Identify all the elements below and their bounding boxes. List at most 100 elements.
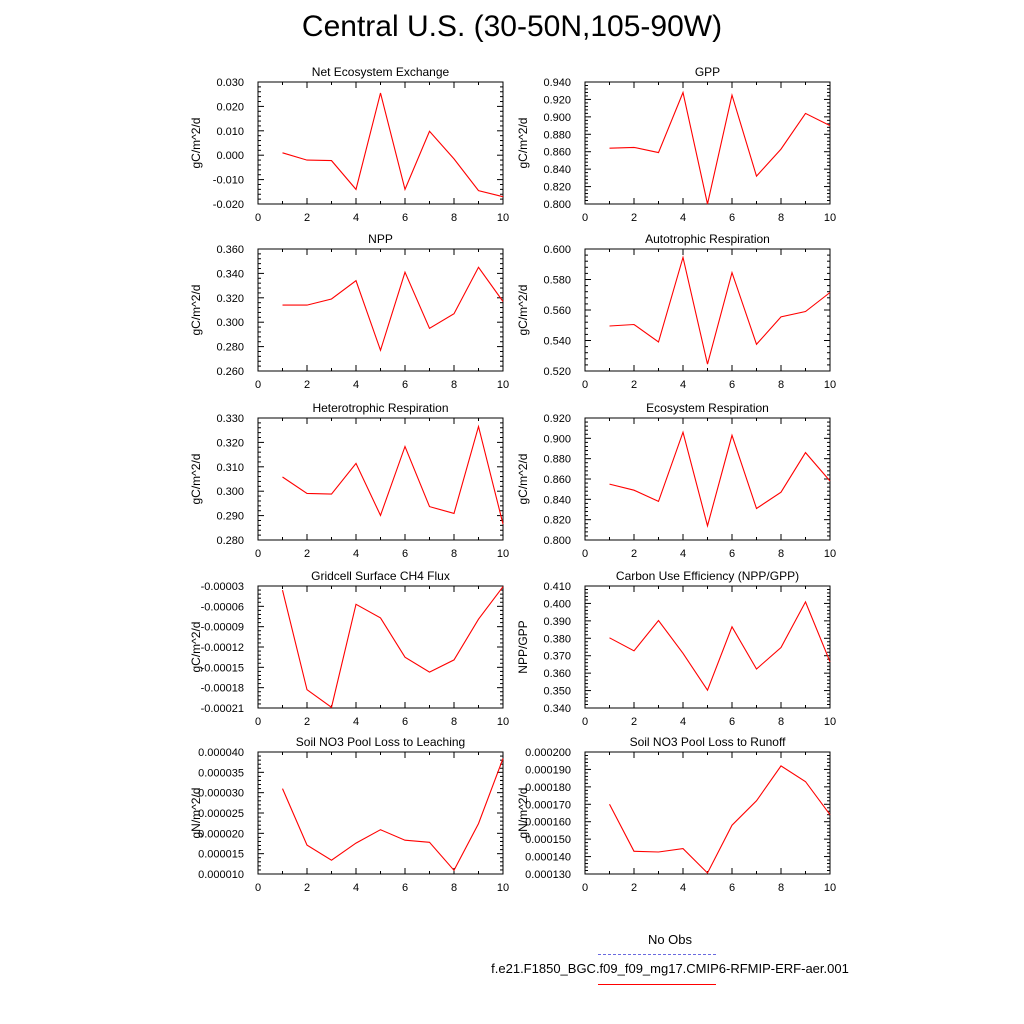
y-tick-label: 0.010 bbox=[216, 126, 244, 138]
series-line bbox=[282, 92, 504, 198]
y-tick-label: 0.840 bbox=[543, 164, 571, 176]
y-tick-label: 0.300 bbox=[216, 486, 244, 498]
x-tick-label: 8 bbox=[778, 882, 784, 894]
y-tick-label: 0.600 bbox=[543, 244, 571, 256]
legend-model-label: f.e21.F1850_BGC.f09_f09_mg17.CMIP6-RFMIP… bbox=[491, 961, 849, 976]
plot-frame bbox=[584, 248, 831, 372]
y-tick-label: 0.030 bbox=[216, 77, 244, 89]
x-tick-label: 4 bbox=[353, 716, 359, 728]
y-tick-label: -0.00006 bbox=[201, 601, 244, 613]
x-tick-label: 10 bbox=[824, 212, 836, 224]
x-tick-label: 0 bbox=[582, 716, 588, 728]
x-tick-label: 6 bbox=[402, 212, 408, 224]
y-tick-label: 0.000 bbox=[216, 150, 244, 162]
y-tick-label: 0.000010 bbox=[198, 869, 244, 881]
x-tick-label: 10 bbox=[497, 716, 509, 728]
plot-frame bbox=[257, 417, 504, 541]
x-tick-label: 4 bbox=[680, 716, 686, 728]
y-tick-label: 0.350 bbox=[543, 686, 571, 698]
x-tick-label: 4 bbox=[680, 212, 686, 224]
plot-frame bbox=[584, 81, 831, 205]
y-tick-label: 0.000150 bbox=[525, 834, 571, 846]
y-tick-label: 0.860 bbox=[543, 147, 571, 159]
x-tick-label: 2 bbox=[631, 882, 637, 894]
x-tick-label: 6 bbox=[402, 379, 408, 391]
y-tick-label: 0.000020 bbox=[198, 828, 244, 840]
y-tick-label: -0.00009 bbox=[201, 622, 244, 634]
y-tick-label: 0.520 bbox=[543, 366, 571, 378]
y-tick-label: 0.000035 bbox=[198, 767, 244, 779]
x-tick-label: 0 bbox=[582, 212, 588, 224]
y-tick-label: 0.820 bbox=[543, 515, 571, 527]
x-tick-label: 6 bbox=[402, 548, 408, 560]
x-tick-label: 8 bbox=[451, 716, 457, 728]
x-tick-label: 10 bbox=[497, 882, 509, 894]
panel-title: Heterotrophic Respiration bbox=[312, 401, 448, 415]
y-tick-label: 0.280 bbox=[216, 535, 244, 547]
y-tick-label: 0.360 bbox=[543, 668, 571, 680]
plot-frame bbox=[257, 751, 504, 875]
y-tick-label: 0.320 bbox=[216, 293, 244, 305]
y-tick-label: 0.840 bbox=[543, 494, 571, 506]
y-tick-label: 0.300 bbox=[216, 317, 244, 329]
y-tick-label: 0.000130 bbox=[525, 869, 571, 881]
y-tick-label: -0.00021 bbox=[201, 703, 244, 715]
x-tick-label: 2 bbox=[631, 379, 637, 391]
y-tick-label: 0.390 bbox=[543, 616, 571, 628]
y-tick-label: 0.280 bbox=[216, 342, 244, 354]
y-axis-label: gN/m^2/d bbox=[516, 788, 530, 839]
x-tick-label: 4 bbox=[680, 882, 686, 894]
plot-frame bbox=[584, 417, 831, 541]
x-tick-label: 2 bbox=[631, 716, 637, 728]
x-tick-label: 0 bbox=[582, 548, 588, 560]
x-tick-label: 2 bbox=[304, 548, 310, 560]
y-tick-label: 0.000140 bbox=[525, 852, 571, 864]
x-tick-label: 10 bbox=[824, 379, 836, 391]
y-tick-label: 0.330 bbox=[216, 413, 244, 425]
y-tick-label: 0.800 bbox=[543, 199, 571, 211]
series-line bbox=[282, 424, 504, 525]
y-axis-label: gC/m^2/d bbox=[516, 454, 530, 505]
plot-frame bbox=[257, 81, 504, 205]
x-tick-label: 2 bbox=[304, 212, 310, 224]
x-tick-label: 8 bbox=[778, 379, 784, 391]
y-tick-label: 0.290 bbox=[216, 511, 244, 523]
x-tick-label: 8 bbox=[778, 716, 784, 728]
x-tick-label: 2 bbox=[631, 212, 637, 224]
panel-title: Soil NO3 Pool Loss to Runoff bbox=[630, 735, 787, 749]
x-tick-label: 0 bbox=[255, 716, 261, 728]
y-tick-label: 0.000190 bbox=[525, 764, 571, 776]
y-tick-label: 0.000180 bbox=[525, 782, 571, 794]
series-line bbox=[281, 758, 504, 872]
y-tick-label: 0.370 bbox=[543, 651, 571, 663]
y-tick-label: 0.580 bbox=[543, 275, 571, 287]
x-tick-label: 4 bbox=[680, 548, 686, 560]
y-tick-label: 0.380 bbox=[543, 633, 571, 645]
y-axis-label: gC/m^2/d bbox=[189, 454, 203, 505]
x-tick-label: 10 bbox=[497, 379, 509, 391]
x-tick-label: 8 bbox=[451, 212, 457, 224]
x-tick-label: 4 bbox=[353, 548, 359, 560]
y-tick-label: 0.260 bbox=[216, 366, 244, 378]
x-tick-label: 6 bbox=[729, 212, 735, 224]
legend-model-line bbox=[598, 984, 716, 985]
x-tick-label: 0 bbox=[255, 548, 261, 560]
y-tick-label: 0.880 bbox=[543, 129, 571, 141]
x-tick-label: 0 bbox=[255, 379, 261, 391]
y-tick-label: -0.00012 bbox=[201, 642, 244, 654]
y-tick-label: 0.320 bbox=[216, 437, 244, 449]
series-line bbox=[609, 255, 831, 365]
panel-title: GPP bbox=[695, 65, 720, 79]
y-tick-label: 0.340 bbox=[216, 268, 244, 280]
series-line bbox=[282, 266, 504, 353]
legend-obs-line bbox=[598, 954, 716, 955]
x-tick-label: 8 bbox=[451, 379, 457, 391]
x-tick-label: 0 bbox=[582, 379, 588, 391]
y-axis-label: gN/m^2/d bbox=[189, 788, 203, 839]
x-tick-label: 8 bbox=[778, 212, 784, 224]
y-tick-label: -0.010 bbox=[213, 175, 244, 187]
x-tick-label: 0 bbox=[255, 212, 261, 224]
y-tick-label: 0.560 bbox=[543, 305, 571, 317]
x-tick-label: 2 bbox=[304, 716, 310, 728]
x-tick-label: 6 bbox=[729, 379, 735, 391]
